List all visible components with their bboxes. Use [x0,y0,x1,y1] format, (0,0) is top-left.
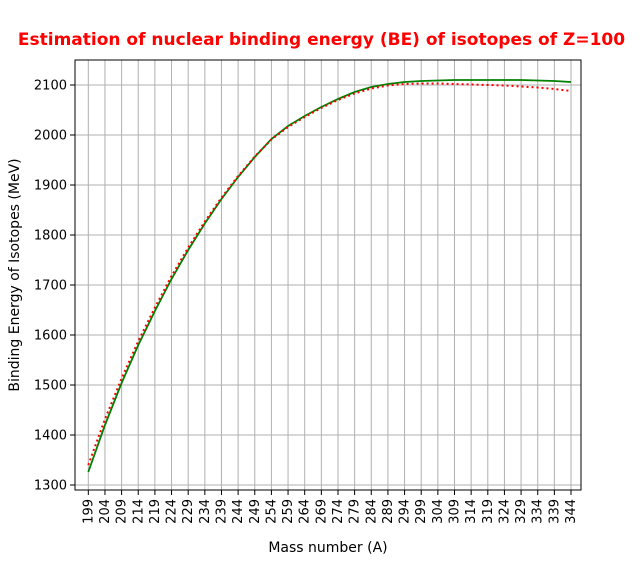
x-tick-label: 224 [165,499,180,524]
x-tick-label: 279 [348,499,363,524]
x-tick-label: 334 [531,499,546,524]
x-tick-label: 289 [381,499,396,524]
plot-frame [74,59,582,491]
x-tick-label: 304 [431,499,446,524]
x-tick-label: 329 [514,499,529,524]
series-layer [87,79,572,473]
y-axis-label: Binding Energy of Isotopes (MeV) [7,158,23,391]
x-tick-label: 219 [148,499,163,524]
x-tick-label: 259 [281,499,296,524]
y-tick-label: 2100 [34,79,67,94]
x-axis-label: Mass number (A) [268,540,387,556]
x-tick-label: 234 [198,499,213,524]
y-tick-label: 1500 [34,379,67,394]
y-tick-label: 2000 [34,129,67,144]
x-tick-label: 324 [497,499,512,524]
y-tick-label: 1600 [34,329,67,344]
x-tick-label: 314 [464,499,479,524]
x-tick-label: 339 [547,499,562,524]
tick-layer: 199 204 209 214 219 224 229 234 239 244 249 254 259 2… [34,79,579,524]
x-tick-label: 249 [248,499,263,524]
x-tick-label: 229 [181,499,196,524]
x-tick-label: 284 [364,499,379,524]
x-tick-label: 199 [81,499,96,524]
y-tick-label: 1400 [34,429,67,444]
x-tick-label: 269 [314,499,329,524]
x-tick-label: 344 [564,499,579,524]
y-tick-label: 1800 [34,229,67,244]
x-tick-label: 214 [131,499,146,524]
x-tick-label: 244 [231,499,246,524]
x-tick-label: 209 [115,499,130,524]
y-tick-label: 1700 [34,279,67,294]
x-tick-label: 239 [214,499,229,524]
y-tick-label: 1300 [34,479,67,494]
x-tick-label: 204 [98,499,113,524]
x-tick-label: 319 [481,499,496,524]
x-tick-label: 274 [331,499,346,524]
series-line-solid [87,79,572,473]
x-tick-label: 299 [414,499,429,524]
series-line-dotted [87,82,572,466]
x-tick-label: 294 [398,499,413,524]
x-tick-label: 309 [448,499,463,524]
chart-title: Estimation of nuclear binding energy (BE… [17,30,626,50]
grid-layer [75,60,581,490]
x-tick-label: 264 [298,499,313,524]
x-tick-label: 254 [264,499,279,524]
y-tick-label: 1900 [34,179,67,194]
